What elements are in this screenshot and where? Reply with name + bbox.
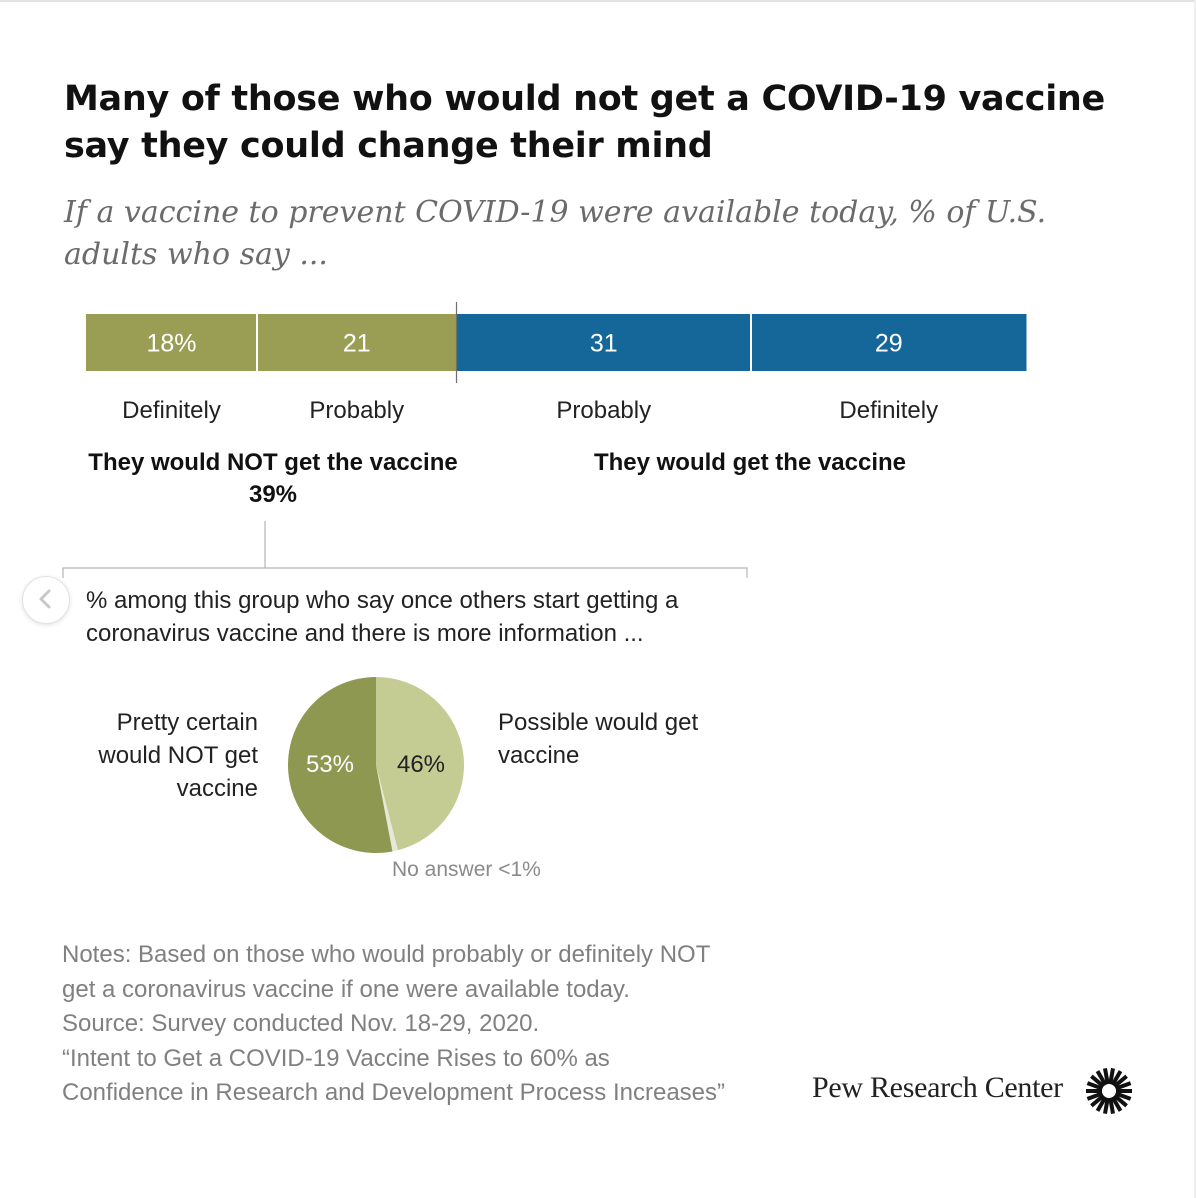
bar-value-label: 21	[343, 330, 371, 358]
pew-sunburst-icon	[1086, 1068, 1132, 1114]
bar-category-label: Probably	[556, 397, 651, 424]
logo-ray	[1110, 1070, 1123, 1086]
carousel-prev-button[interactable]	[22, 576, 70, 624]
logo-ray	[1086, 1091, 1104, 1101]
report-title-line: “Intent to Get a COVID-19 Vaccine Rises …	[62, 1044, 610, 1072]
bar-category-label: Probably	[309, 397, 404, 424]
chevron-left-icon	[39, 589, 51, 609]
bar-category-label: Definitely	[122, 397, 221, 424]
pie-caption: % among this group who say once others s…	[86, 587, 679, 647]
chart-title: Many of those who would not get a COVID-…	[64, 79, 1105, 166]
bar-segment	[86, 314, 257, 371]
logo-ray	[1086, 1081, 1104, 1091]
pie-label-not-get: Pretty certain would NOT get vaccine	[98, 709, 258, 802]
bar-value-label: 29	[875, 330, 903, 358]
notes: Notes: Based on those who would probably…	[62, 938, 822, 1111]
bar-value-label: 18%	[146, 330, 196, 358]
pie-label-possible: Possible would get vaccine	[498, 709, 699, 769]
pie-label-no-answer: No answer <1%	[392, 858, 541, 881]
notes-line: Notes: Based on those who would probably…	[62, 941, 711, 968]
logo-ray	[1103, 1068, 1110, 1085]
logo-ray	[1114, 1091, 1132, 1101]
bar-segment	[257, 314, 457, 371]
source-line: Source: Survey conducted Nov. 18-29, 202…	[62, 1010, 540, 1037]
bar-segment	[751, 314, 1027, 371]
group-label-not: They would NOT get the vaccine	[88, 449, 457, 476]
logo-ray	[1113, 1074, 1128, 1089]
report-title-line: Confidence in Research and Development P…	[62, 1079, 726, 1106]
logo-ray	[1108, 1068, 1115, 1085]
bracket	[62, 567, 748, 578]
group-label-get: They would get the vaccine	[594, 449, 906, 476]
top-border	[0, 0, 1196, 2]
group-total-not: 39%	[249, 481, 297, 508]
bar-category-label: Definitely	[839, 397, 938, 424]
logo-ray	[1103, 1097, 1110, 1114]
notes-line: get a coronavirus vaccine if one were av…	[62, 975, 630, 1003]
chart-subtitle: If a vaccine to prevent COVID-19 were av…	[64, 195, 1047, 272]
logo-ray	[1110, 1096, 1123, 1112]
logo-ray	[1114, 1081, 1132, 1091]
logo-ray	[1113, 1093, 1128, 1108]
logo-ray	[1095, 1096, 1108, 1112]
logo-ray	[1090, 1093, 1105, 1108]
logo-ray	[1095, 1070, 1108, 1086]
logo-ray	[1108, 1097, 1115, 1114]
brand-name: Pew Research Center	[812, 1071, 1063, 1104]
right-border	[1194, 0, 1196, 1198]
logo-ray	[1090, 1074, 1105, 1089]
bar-value-label: 31	[590, 330, 618, 358]
bar-segment	[456, 314, 751, 371]
